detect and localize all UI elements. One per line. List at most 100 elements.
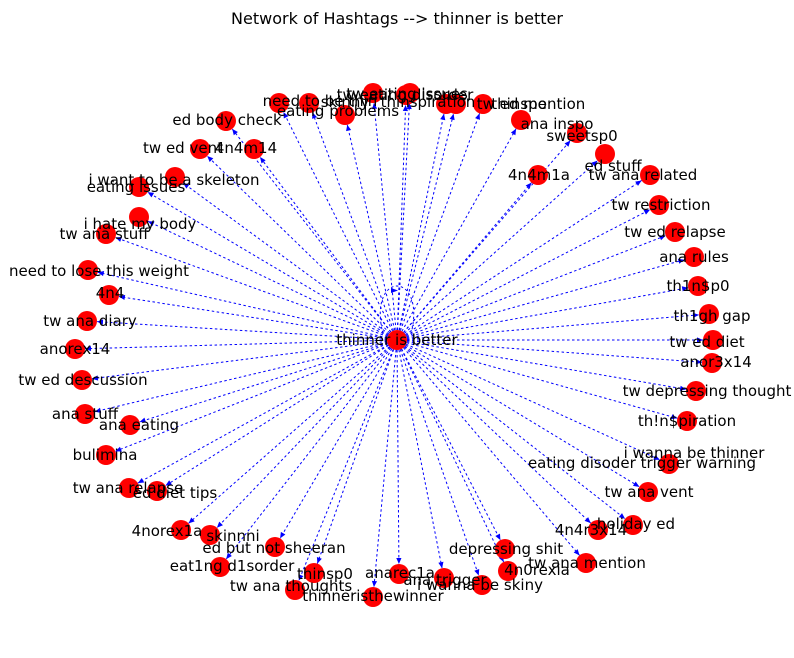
edge-arrowhead (118, 294, 126, 301)
edge-arrowhead (371, 102, 378, 110)
node-label: tw ana relapse (73, 479, 184, 497)
node-label: ana stuff (52, 405, 119, 423)
edge-arrowhead (139, 417, 147, 423)
node-label: bulimina (73, 446, 138, 464)
node-label: 4n4 (96, 284, 125, 302)
node-label: th1n$p0 (666, 277, 729, 295)
edge-arrowhead (406, 102, 412, 110)
node-circle (120, 415, 140, 435)
edge-line (137, 344, 389, 484)
node-label: tw depressing thought (623, 382, 792, 400)
edge-line (298, 349, 394, 581)
node-circle (65, 339, 85, 359)
node-circle (472, 575, 492, 595)
edge-arrowhead (84, 345, 92, 352)
node-circle (588, 520, 608, 540)
node-circle (119, 478, 139, 498)
node-label: need to lose this weight (9, 262, 189, 280)
edge-arrowhead (643, 209, 651, 215)
edge-line (97, 271, 388, 339)
edge-arrowhead (653, 454, 660, 460)
edge-line (94, 341, 388, 413)
node-label: eating disoder trigger warning (528, 454, 756, 472)
edge-line (403, 347, 580, 556)
edge-line (406, 340, 703, 363)
node-circle (702, 353, 722, 373)
edge-arrowhead (94, 407, 102, 413)
edge-arrowhead (591, 160, 598, 167)
edge-arrowhead (438, 561, 444, 569)
edge-line (396, 349, 400, 565)
node-circle (78, 260, 98, 280)
edge-arrowhead (564, 140, 571, 147)
edge-arrowhead (475, 113, 480, 120)
node-circle (595, 144, 615, 164)
node-circle (528, 165, 548, 185)
node-circle (703, 330, 723, 350)
node-center (387, 330, 407, 350)
edge-line (406, 259, 685, 338)
edge-line (399, 113, 481, 331)
node-label: 4n4m1a (508, 166, 570, 184)
edge-arrowhead (137, 477, 145, 484)
node-label: anorex14 (40, 340, 111, 358)
edge-arrowhead (259, 157, 266, 164)
node-circle (96, 445, 116, 465)
edge-line (139, 342, 388, 423)
edge-line (403, 182, 532, 333)
self-loop-group (379, 285, 415, 335)
node-circle (147, 481, 167, 501)
edge-arrowhead (474, 569, 480, 576)
edge-line (373, 102, 397, 331)
edge-line (405, 343, 661, 461)
edge-line (165, 344, 389, 487)
node-circle (623, 515, 643, 535)
node-label: ana eating (99, 416, 179, 434)
node-circle (75, 404, 95, 424)
node-label: i wanna be thinner (624, 444, 766, 462)
node-label: tw ana stuff (59, 225, 149, 243)
node-label: eating issues (87, 178, 186, 196)
node-circle (684, 247, 704, 267)
node-label: skinnni (206, 527, 259, 545)
node-label: 4n0rexia (504, 561, 570, 579)
edge-arrowhead (681, 286, 689, 292)
node-circle (335, 105, 355, 125)
node-label: thinneristhewinner (302, 587, 444, 605)
node-circle (649, 195, 669, 215)
edge-arrowhead (148, 221, 155, 227)
node-circle (511, 110, 531, 130)
edge-arrowhead (346, 124, 352, 132)
self-loop-edge (379, 285, 415, 335)
node-label: ana inspo (521, 115, 594, 133)
node-label: eat1ng d1sorder (170, 557, 295, 575)
node-circle (190, 139, 210, 159)
edge-arrowhead (232, 128, 238, 136)
edge-arrowhead (216, 521, 223, 528)
node-label: anor3x14 (680, 353, 752, 371)
edge-line (401, 128, 517, 332)
edge-arrowhead (226, 552, 232, 560)
node-circle (77, 311, 97, 331)
edge-line (404, 160, 598, 334)
edge-line (405, 180, 642, 335)
node-label: tw ed mention (477, 95, 586, 113)
node-label: thinsp0 (297, 565, 353, 583)
node-circle (473, 94, 493, 114)
node-label: ana trigger (403, 571, 487, 589)
node-label: tw eating issues (346, 85, 468, 103)
node-circle (285, 580, 305, 600)
edge-line (406, 235, 666, 337)
edge-arrowhead (91, 375, 99, 381)
node-label: holiday ed (597, 515, 675, 533)
edge-arrowhead (183, 182, 190, 189)
node-circle (200, 525, 220, 545)
node-label: ed body check (172, 111, 282, 129)
node-circle (363, 587, 383, 607)
edge-line (84, 339, 388, 350)
node-circle (677, 411, 697, 431)
node-circle (363, 83, 383, 103)
node-circle (171, 520, 191, 540)
edge-line (188, 346, 390, 524)
node-label: 4norex1a (132, 522, 203, 540)
